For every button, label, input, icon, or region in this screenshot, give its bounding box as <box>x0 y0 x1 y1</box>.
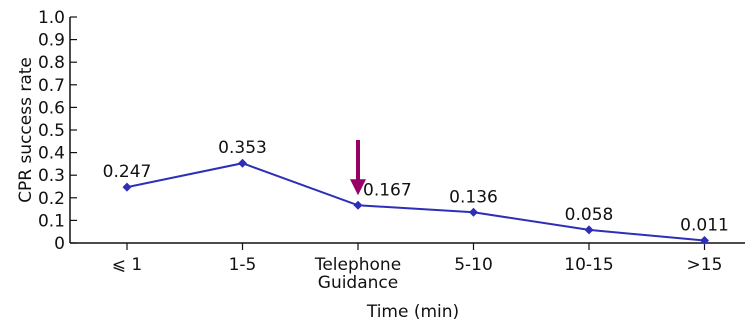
data-label: 0.136 <box>449 187 498 207</box>
y-tick-label: 0 <box>54 234 65 254</box>
data-point-marker <box>122 182 132 192</box>
x-tick-label: ⩽ 1 <box>112 255 142 275</box>
x-tick-label: >15 <box>687 255 723 275</box>
data-label: 0.058 <box>565 205 614 225</box>
data-point-marker <box>469 207 478 217</box>
annotation-arrow-head <box>350 179 366 196</box>
y-tick-label: 0.6 <box>38 98 65 118</box>
y-tick-label: 0.1 <box>38 211 65 231</box>
y-tick-label: 1.0 <box>38 8 65 28</box>
y-tick-label: 0.7 <box>38 76 65 96</box>
y-tick-label: 0.2 <box>38 189 65 209</box>
y-axis-label: CPR success rate <box>16 57 36 203</box>
y-tick-label: 0.9 <box>38 31 65 51</box>
data-point-marker <box>584 225 594 235</box>
data-point-marker <box>238 158 247 168</box>
y-axis-ticks: 0 0.10.2 0.30.4 0.5 0.60.7 0.80.9 1.0 <box>38 8 77 254</box>
x-tick-label: Guidance <box>318 273 398 293</box>
series-markers <box>122 158 709 246</box>
y-tick-label: 0.4 <box>38 144 65 164</box>
y-tick-label: 0.8 <box>38 53 65 73</box>
x-tick-label: Telephone <box>314 255 401 275</box>
data-point-marker <box>353 200 363 210</box>
x-tick-label: 1-5 <box>229 255 257 275</box>
series-line <box>126 162 705 242</box>
data-label: 0.011 <box>680 216 729 236</box>
annotation-arrow <box>350 140 366 196</box>
data-labels: 0.247 0.353 0.167 0.136 0.058 0.011 <box>103 138 729 235</box>
x-tick-label: 10-15 <box>564 255 613 275</box>
data-label: 0.353 <box>218 138 267 158</box>
y-tick-label: 0.5 <box>38 121 65 141</box>
y-tick-label: 0.3 <box>38 166 65 186</box>
x-axis-label: Time (min) <box>366 302 459 322</box>
data-label: 0.167 <box>363 180 412 200</box>
data-label: 0.247 <box>103 162 152 182</box>
x-tick-label: 5-10 <box>454 255 493 275</box>
data-point-marker <box>700 236 709 246</box>
